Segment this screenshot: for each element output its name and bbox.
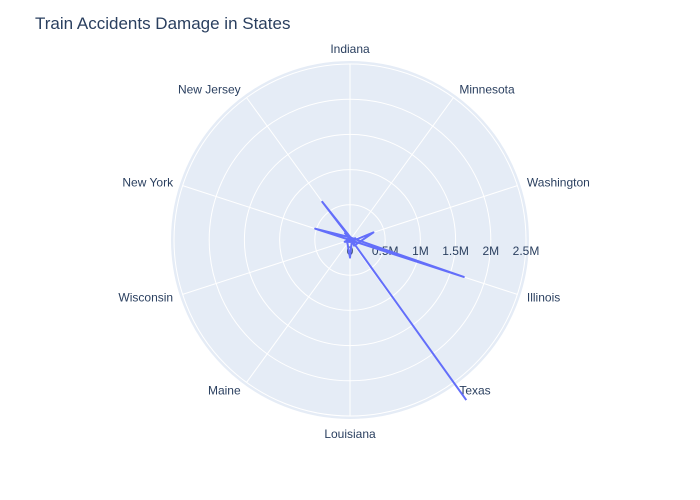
radial-gridline: [173, 63, 527, 417]
angular-tick-label: Washington: [527, 176, 590, 190]
angular-tick-label: Indiana: [330, 42, 370, 56]
chart-title: Train Accidents Damage in States: [35, 14, 290, 33]
series-line: [314, 200, 468, 401]
angular-tick-label: Minnesota: [459, 83, 515, 97]
angular-tick-label: Texas: [459, 383, 490, 397]
radial-gridline: [208, 98, 492, 382]
angular-tick-label: Maine: [208, 383, 241, 397]
angular-gridline: [349, 185, 518, 241]
radial-tick-label: 2M: [482, 244, 499, 258]
radial-gridline: [243, 133, 457, 347]
radial-tick-label: 1.5M: [442, 244, 469, 258]
angular-tick-label: Louisiana: [324, 427, 376, 441]
angular-gridline: [246, 239, 351, 383]
radial-gridline: [314, 204, 386, 276]
angular-tick-label: Wisconsin: [118, 290, 173, 304]
angular-tick-label: New Jersey: [178, 83, 241, 97]
angular-gridline: [349, 97, 454, 241]
series-layer: [314, 200, 468, 401]
angular-tick-label: Illinois: [527, 290, 560, 304]
angular-tick-label: New York: [122, 176, 174, 190]
radial-tick-label: 1M: [412, 244, 429, 258]
angular-gridline: [182, 239, 351, 295]
angular-axis-labels: Indiana Minnesota Washington Illinois Texas L…: [118, 42, 589, 441]
radial-gridline: [279, 169, 421, 311]
radial-tick-label: 2.5M: [513, 244, 540, 258]
